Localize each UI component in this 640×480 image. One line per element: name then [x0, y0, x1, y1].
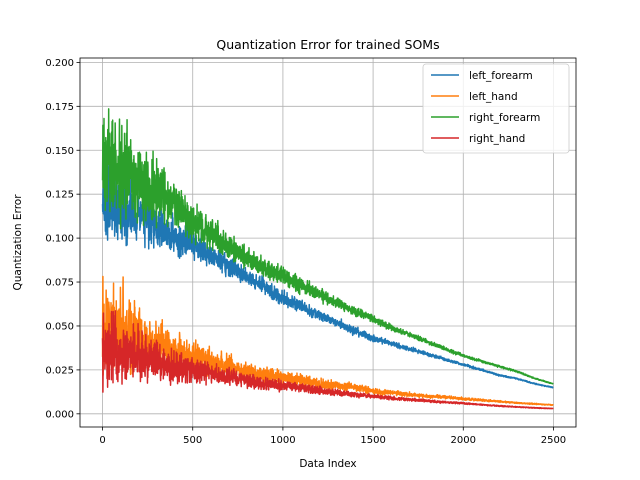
series-line-right_hand — [101, 310, 554, 410]
series-line-left_forearm — [101, 159, 554, 389]
chart-title: Quantization Error for trained SOMs — [216, 37, 439, 52]
y-tick-label: 0.175 — [45, 102, 74, 113]
y-tick-label: 0.200 — [45, 58, 74, 69]
axis-ticks: 0 500 1000 1500 2000 2500 0.000 0.025 0.050 0.075… — [45, 58, 566, 446]
y-tick-label: 0.025 — [45, 365, 74, 376]
legend-label: left_hand — [469, 91, 518, 103]
legend-label: right_forearm — [469, 112, 540, 124]
x-tick-label: 2000 — [451, 435, 476, 446]
legend-label: right_hand — [469, 133, 525, 145]
y-tick-label: 0.125 — [45, 190, 74, 201]
x-tick-label: 500 — [183, 435, 202, 446]
x-axis-label: Data Index — [299, 458, 356, 470]
y-tick-label: 0.075 — [45, 278, 74, 289]
plot-frame — [79, 57, 577, 428]
series-line-right_forearm — [101, 108, 554, 385]
x-tick-label: 1500 — [360, 435, 385, 446]
x-tick-label: 1000 — [270, 435, 295, 446]
y-tick-label: 0.100 — [45, 234, 74, 245]
x-tick-label: 0 — [99, 435, 105, 446]
legend-box — [422, 63, 570, 154]
legend-label: left_forearm — [469, 70, 533, 82]
y-tick-label: 0.000 — [45, 409, 74, 420]
y-axis-label: Quantization Error — [12, 194, 24, 291]
legend: left_forearm left_hand right_forearm right_… — [422, 63, 570, 154]
y-tick-label: 0.050 — [45, 321, 74, 332]
y-tick-label: 0.150 — [45, 146, 74, 157]
plot-series — [101, 108, 554, 410]
x-tick-label: 2500 — [541, 435, 566, 446]
